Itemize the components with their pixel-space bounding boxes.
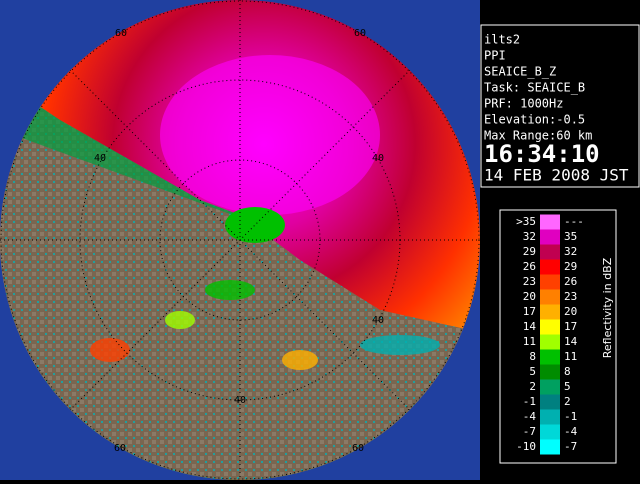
range-label: 40 — [94, 153, 106, 164]
legend-low: 23 — [523, 275, 536, 288]
near-echo — [225, 207, 285, 243]
range-label: 40 — [372, 153, 384, 164]
legend-swatch — [540, 259, 560, 275]
legend-swatch — [540, 304, 560, 320]
info-line: SEAICE_B_Z — [484, 65, 556, 79]
legend-swatch — [540, 274, 560, 290]
legend-high: 23 — [564, 290, 577, 303]
legend-swatch — [540, 289, 560, 305]
radar-ppi — [0, 0, 480, 480]
legend-high: 14 — [564, 335, 578, 348]
legend-low: -7 — [523, 425, 536, 438]
range-label: 60 — [114, 443, 126, 454]
legend-high: 2 — [564, 395, 571, 408]
legend-high: 5 — [564, 380, 571, 393]
legend-low: 32 — [523, 230, 536, 243]
legend-low: 26 — [523, 260, 536, 273]
legend-low: 20 — [523, 290, 536, 303]
legend-swatch — [540, 349, 560, 365]
legend-swatch — [540, 439, 560, 455]
legend-low: 14 — [523, 320, 537, 333]
legend-low: 2 — [529, 380, 536, 393]
legend-swatch — [540, 319, 560, 335]
range-rings — [0, 0, 480, 480]
legend-swatch — [540, 379, 560, 395]
legend-low: 5 — [529, 365, 536, 378]
date: 14 FEB 2008 JST — [484, 166, 629, 185]
legend-low: 17 — [523, 305, 536, 318]
info-line: Task: SEAICE_B — [484, 81, 585, 95]
info-line: PPI — [484, 49, 506, 63]
info-line: Elevation:-0.5 — [484, 113, 585, 127]
legend-high: -1 — [564, 410, 577, 423]
legend-low: 8 — [529, 350, 536, 363]
time: 16:34:10 — [484, 140, 600, 168]
legend-low: >35 — [516, 215, 536, 228]
range-label: 60 — [354, 28, 366, 39]
legend-swatch — [540, 229, 560, 245]
legend-low: -1 — [523, 395, 536, 408]
legend-low: 29 — [523, 245, 536, 258]
legend-high: 17 — [564, 320, 577, 333]
legend-high: 26 — [564, 275, 577, 288]
info-line: Max Range:60 km — [484, 129, 592, 143]
info-line: ilts2 — [484, 33, 520, 47]
range-label: 40 — [234, 395, 246, 406]
legend-high: 35 — [564, 230, 577, 243]
legend-swatch — [540, 409, 560, 425]
legend-high: 29 — [564, 260, 577, 273]
legend-swatch — [540, 214, 560, 230]
legend-swatch — [540, 244, 560, 260]
legend-swatch — [540, 364, 560, 380]
legend-low: -10 — [516, 440, 536, 453]
echo-core — [160, 55, 380, 215]
legend-low: -4 — [523, 410, 537, 423]
range-label: 40 — [372, 315, 384, 326]
info-line: PRF: 1000Hz — [484, 97, 563, 111]
legend-high: -7 — [564, 440, 577, 453]
legend-high: 11 — [564, 350, 577, 363]
legend-high: 20 — [564, 305, 577, 318]
legend-swatch — [540, 394, 560, 410]
legend-swatch — [540, 334, 560, 350]
land-echoes — [90, 280, 440, 370]
legend-swatch — [540, 424, 560, 440]
legend-high: 8 — [564, 365, 571, 378]
info-panel — [480, 24, 640, 188]
legend-title: Reflectivity in dBZ — [601, 257, 614, 358]
legend-high: 32 — [564, 245, 577, 258]
legend-high: --- — [564, 215, 584, 228]
range-label: 60 — [352, 443, 364, 454]
range-label: 60 — [115, 28, 127, 39]
legend-high: -4 — [564, 425, 578, 438]
legend-low: 11 — [523, 335, 536, 348]
